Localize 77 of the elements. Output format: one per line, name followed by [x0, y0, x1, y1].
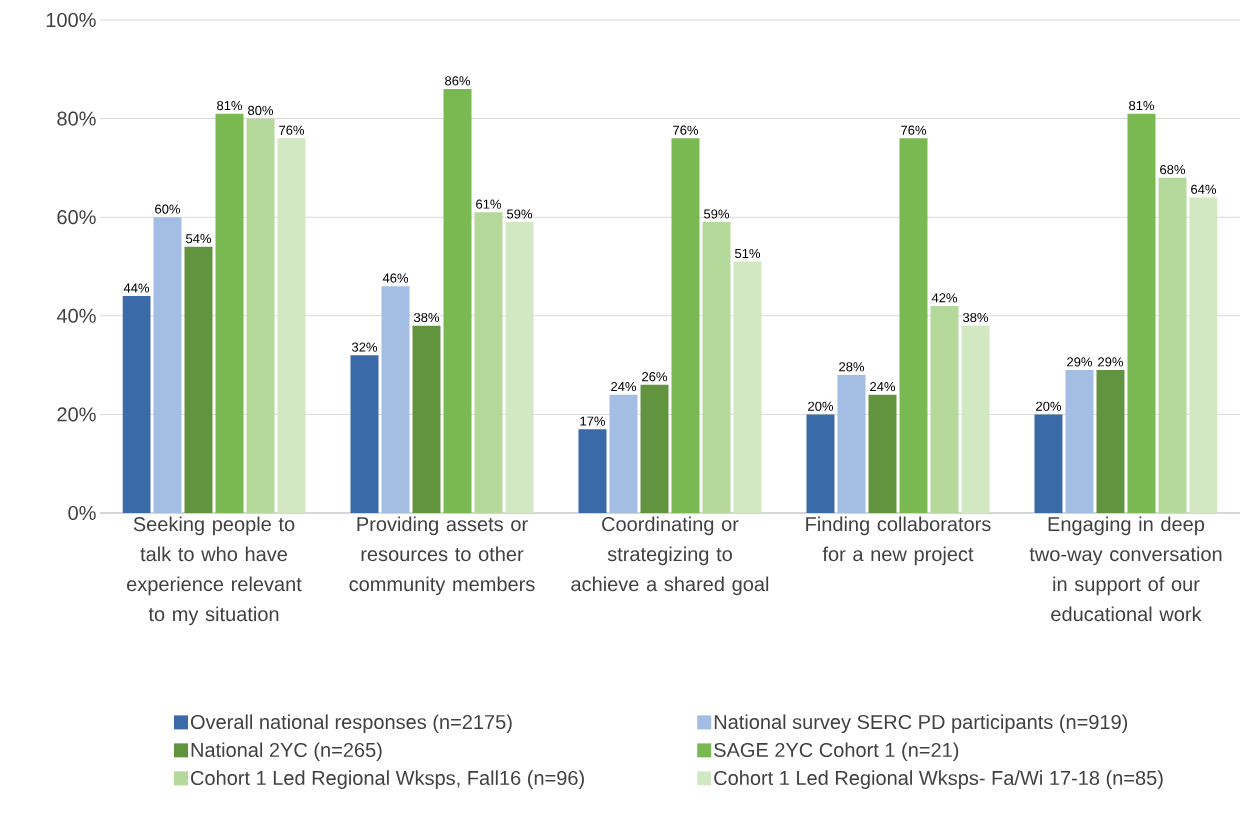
bar	[153, 217, 182, 513]
bar	[412, 325, 441, 513]
bar	[578, 429, 607, 513]
y-tick-label: 40%	[56, 308, 96, 323]
data-label: 46%	[382, 273, 409, 283]
bar	[350, 355, 379, 513]
data-label: 60%	[155, 204, 181, 214]
data-label: 20%	[808, 401, 834, 411]
y-tick-label: 80%	[57, 111, 96, 126]
x-tick-label: Providing assets or resources to other community members	[349, 516, 535, 596]
legend-label: Cohort 1 Led Regional Wksps, Fall16 (n=96)	[191, 770, 584, 790]
data-label: 29%	[1098, 357, 1124, 367]
y-tick-label: 0%	[68, 505, 96, 521]
data-label: 54%	[186, 234, 212, 244]
data-label: 20%	[1036, 401, 1062, 411]
data-label: 59%	[507, 209, 533, 219]
bar	[702, 222, 731, 513]
bar	[671, 138, 700, 513]
bar	[806, 414, 835, 513]
data-label: 76%	[673, 125, 699, 135]
bar	[961, 325, 990, 513]
bar	[1158, 177, 1187, 513]
bar	[1096, 370, 1125, 513]
data-label: 38%	[413, 312, 440, 323]
legend-label: Overall national responses (n=2175)	[190, 714, 512, 734]
data-label: 29%	[1067, 357, 1093, 367]
bar	[215, 113, 244, 513]
y-tick-label: 20%	[57, 407, 96, 422]
bar	[1034, 414, 1063, 513]
y-tick-label: 100%	[46, 12, 96, 28]
x-tick-label: Seeking people to talk to who have experience relevant to my situation	[127, 516, 302, 626]
x-tick-label: Coordinating or strategizing to achieve a shared goal	[571, 516, 769, 596]
bar	[733, 261, 762, 513]
data-label: 28%	[839, 362, 865, 372]
x-tick-label: Finding collaborators for a new project	[806, 516, 991, 566]
data-label: 81%	[217, 100, 243, 111]
bar	[443, 89, 472, 513]
legend-label: National 2YC (n=265)	[191, 742, 382, 762]
data-label: 64%	[1191, 184, 1217, 194]
legend-label: National survey SERC PD participants (n=919)	[714, 714, 1128, 734]
bar	[930, 305, 959, 513]
data-label: 76%	[279, 125, 305, 135]
data-label: 26%	[642, 372, 668, 382]
data-label: 61%	[476, 199, 502, 209]
bar	[1189, 197, 1218, 513]
bar	[505, 222, 534, 513]
bar	[640, 384, 669, 513]
bar	[1127, 113, 1156, 513]
data-label: 32%	[351, 342, 378, 352]
data-label: 80%	[248, 105, 274, 116]
bar	[381, 286, 410, 513]
y-tick-label: 60%	[57, 210, 96, 225]
bar	[277, 138, 306, 513]
x-tick-label: Engaging in deep two-way conversation in support of our educational work	[1029, 516, 1222, 622]
data-label: 44%	[123, 283, 150, 293]
legend-label: Cohort 1 Led Regional Wksps- Fa/Wi 17-18 (n=85)	[714, 770, 1163, 790]
bar	[837, 374, 866, 513]
data-label: 68%	[1160, 165, 1186, 175]
data-label: 59%	[704, 209, 730, 219]
bar	[184, 246, 213, 513]
bar	[899, 138, 928, 513]
bar	[1065, 370, 1094, 513]
data-label: 17%	[580, 416, 606, 426]
bar	[609, 394, 638, 513]
data-label: 38%	[962, 312, 989, 323]
bar	[122, 296, 151, 513]
data-label: 24%	[870, 381, 896, 392]
data-label: 81%	[1129, 100, 1155, 111]
bar	[246, 118, 275, 513]
bar	[474, 212, 503, 513]
data-label: 51%	[735, 248, 761, 259]
data-label: 76%	[901, 125, 927, 135]
data-label: 86%	[445, 76, 471, 86]
data-label: 42%	[931, 293, 958, 303]
data-label: 24%	[611, 381, 637, 392]
legend-label: SAGE 2YC Cohort 1 (n=21)	[714, 742, 959, 762]
bar	[868, 394, 897, 513]
